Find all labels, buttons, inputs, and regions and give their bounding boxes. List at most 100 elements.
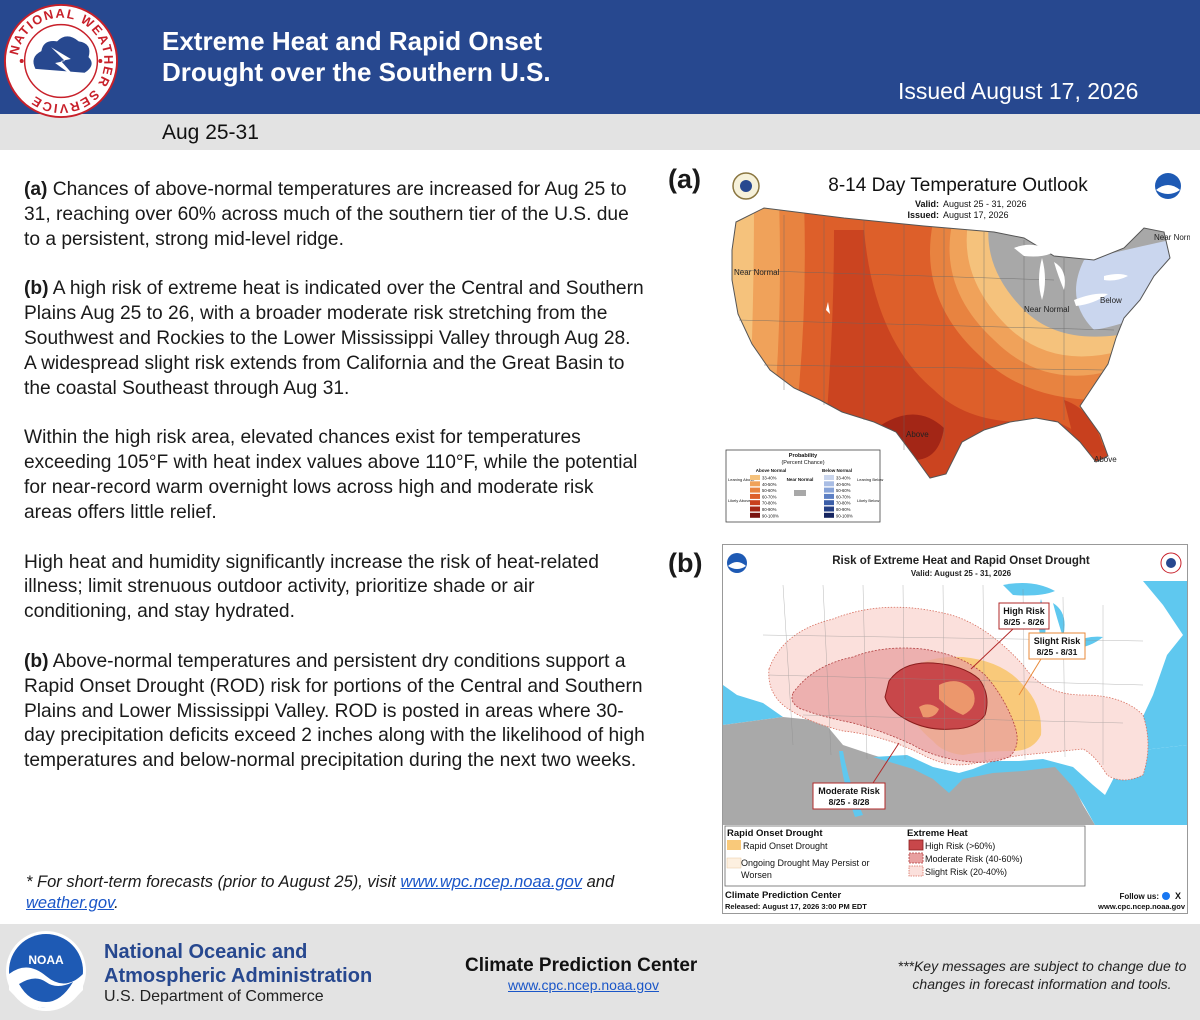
callout-slight-dates: 8/25 - 8/31 (1037, 647, 1078, 657)
great-lakes (1014, 244, 1128, 306)
legend-above-header: Above Normal (756, 468, 787, 473)
outlook-title: 8-14 Day Temperature Outlook (828, 175, 1088, 196)
legend-below-swatch (824, 500, 834, 506)
risk-map-valid: Valid: August 25 - 31, 2026 (911, 569, 1012, 578)
atlantic-ocean (1139, 581, 1187, 750)
message-text: Chances of above-normal temperatures are… (24, 179, 629, 250)
label-below: Below (1100, 296, 1122, 305)
legend-high-swatch (908, 839, 924, 851)
gulf-of-mexico (873, 745, 1187, 825)
legend-subtitle: (Percent Chance) (781, 460, 824, 466)
callout-slight-title: Slight Risk (1034, 636, 1082, 646)
legend-below-bin-label: 70-80% (836, 501, 851, 506)
cpc-url-link[interactable]: www.cpc.ncep.noaa.gov (508, 977, 659, 993)
legend-below-swatch (824, 487, 834, 493)
legend-below-swatch (824, 512, 834, 518)
message-a: (a) Chances of above-normal temperatures… (24, 178, 646, 252)
legend-below-header: Below Normal (822, 468, 852, 473)
footnote-text: and (582, 873, 615, 891)
label-near-normal-west: Near Normal (734, 268, 780, 277)
callout-moderate-dates: 8/25 - 8/28 (829, 797, 870, 807)
noaa-logo-text: NOAA (28, 953, 64, 967)
legend-near-header: Near Normal (787, 477, 814, 482)
legend-moderate-swatch (908, 852, 924, 864)
nws-logo-icon: NATIONAL WEATHER SERVICE (3, 3, 119, 119)
date-bar (0, 114, 1200, 150)
message-label: (a) (24, 179, 48, 200)
legend-above-swatch (750, 475, 760, 480)
page-title: Extreme Heat and Rapid Onset Drought ove… (162, 26, 551, 88)
legend-above-bin-label: 70-80% (762, 501, 777, 506)
legend-above-swatch (750, 512, 760, 518)
legend-above-swatch (750, 500, 760, 506)
risk-map-svg: Risk of Extreme Heat and Rapid Onset Dro… (723, 552, 1187, 911)
label-above-tx: Above (906, 430, 929, 439)
legend-slight: Slight Risk (20-40%) (925, 867, 1007, 877)
message-text: Above-normal temperatures and persistent… (24, 650, 645, 772)
legend-rod-item: Rapid Onset Drought (743, 841, 828, 851)
message-b-heat: (b) A high risk of extreme heat is indic… (24, 277, 646, 401)
noaa-logo-icon: NOAA (6, 931, 86, 1011)
risk-map-area: High Risk 8/25 - 8/26 Slight Risk 8/25 -… (723, 581, 1187, 825)
legend-ongoing-swatch (726, 857, 742, 869)
state-lines (733, 215, 1115, 450)
title-line-2: Drought over the Southern U.S. (162, 57, 551, 87)
legend-below-bin-label: 80-90% (836, 507, 851, 512)
map-footer-url[interactable]: www.cpc.ncep.noaa.gov (1097, 902, 1186, 911)
legend-below-bin-label: 90-100% (836, 513, 853, 518)
issued-label: Issued: (907, 210, 939, 220)
key-messages: (a) Chances of above-normal temperatures… (24, 178, 646, 799)
legend-rod-header: Rapid Onset Drought (727, 828, 823, 839)
message-text: A high risk of extreme heat is indicated… (24, 278, 644, 399)
wpc-link[interactable]: www.wpc.ncep.noaa.gov (400, 873, 583, 891)
legend-above-swatch (750, 487, 760, 493)
legend-above-bin-label: 90-100% (762, 513, 779, 518)
message-high-risk: Within the high risk area, elevated chan… (24, 427, 638, 523)
valid-value: August 25 - 31, 2026 (943, 199, 1027, 209)
legend-above-swatch (750, 481, 760, 487)
legend-above-swatch (750, 506, 760, 512)
title-line-1: Extreme Heat and Rapid Onset (162, 26, 542, 56)
legend-above-bin-label: 80-90% (762, 507, 777, 512)
risk-map-title: Risk of Extreme Heat and Rapid Onset Dro… (832, 555, 1090, 567)
legend-rod-swatch (727, 840, 741, 850)
disclaimer: ***Key messages are subject to change du… (897, 958, 1187, 992)
legend-below-swatch (824, 493, 834, 499)
legend-leaning-above: Leaning Above (728, 477, 755, 482)
label-near-normal-glakes: Near Normal (1024, 305, 1070, 314)
follow-us-label: Follow us: (1119, 892, 1159, 901)
valid-label: Valid: (915, 199, 939, 209)
issued-value: August 17, 2026 (943, 210, 1009, 220)
callout-slight-risk: Slight Risk 8/25 - 8/31 (1018, 632, 1086, 696)
legend-high: High Risk (>60%) (925, 841, 995, 851)
noaa-seal-icon (727, 553, 747, 573)
x-icon[interactable]: X (1175, 891, 1181, 901)
label-near-normal-ne: Near Normal (1154, 233, 1190, 242)
legend-above-swatch (750, 493, 760, 499)
callout-moderate-title: Moderate Risk (818, 786, 881, 796)
agency-name: National Oceanic and Atmospheric Adminis… (104, 940, 372, 988)
legend-heat-header: Extreme Heat (907, 828, 969, 839)
agency-line-1: National Oceanic and (104, 941, 308, 963)
callout-high-title: High Risk (1003, 606, 1046, 616)
legend-leaning-below: Leaning Below (857, 477, 883, 482)
doc-seal-icon (732, 172, 760, 200)
legend-likely-above: Likely Above (728, 498, 751, 503)
department-name: U.S. Department of Commerce (104, 988, 324, 1005)
message-label: (b) (24, 650, 49, 672)
footnote-text: . (114, 894, 119, 912)
legend-above-bin-label: 33-40% (762, 476, 777, 481)
legend-near-swatch (794, 490, 806, 496)
footnote: * For short-term forecasts (prior to Aug… (26, 872, 666, 914)
footer (0, 924, 1200, 1020)
temperature-outlook-svg: 8-14 Day Temperature Outlook Valid: Augu… (725, 172, 1200, 523)
facebook-icon[interactable] (1162, 892, 1170, 900)
message-b-drought: (b) Above-normal temperatures and persis… (24, 650, 646, 774)
panel-b-label: (b) (668, 548, 703, 578)
legend-above-bin-label: 60-70% (762, 494, 777, 499)
label-above-fl: Above (1094, 455, 1117, 464)
weather-gov-link[interactable]: weather.gov (26, 894, 115, 912)
panel-a-label: (a) (668, 164, 701, 194)
callout-moderate-risk: Moderate Risk 8/25 - 8/28 (812, 742, 900, 810)
legend-below-bin-label: 33-40% (836, 476, 851, 481)
